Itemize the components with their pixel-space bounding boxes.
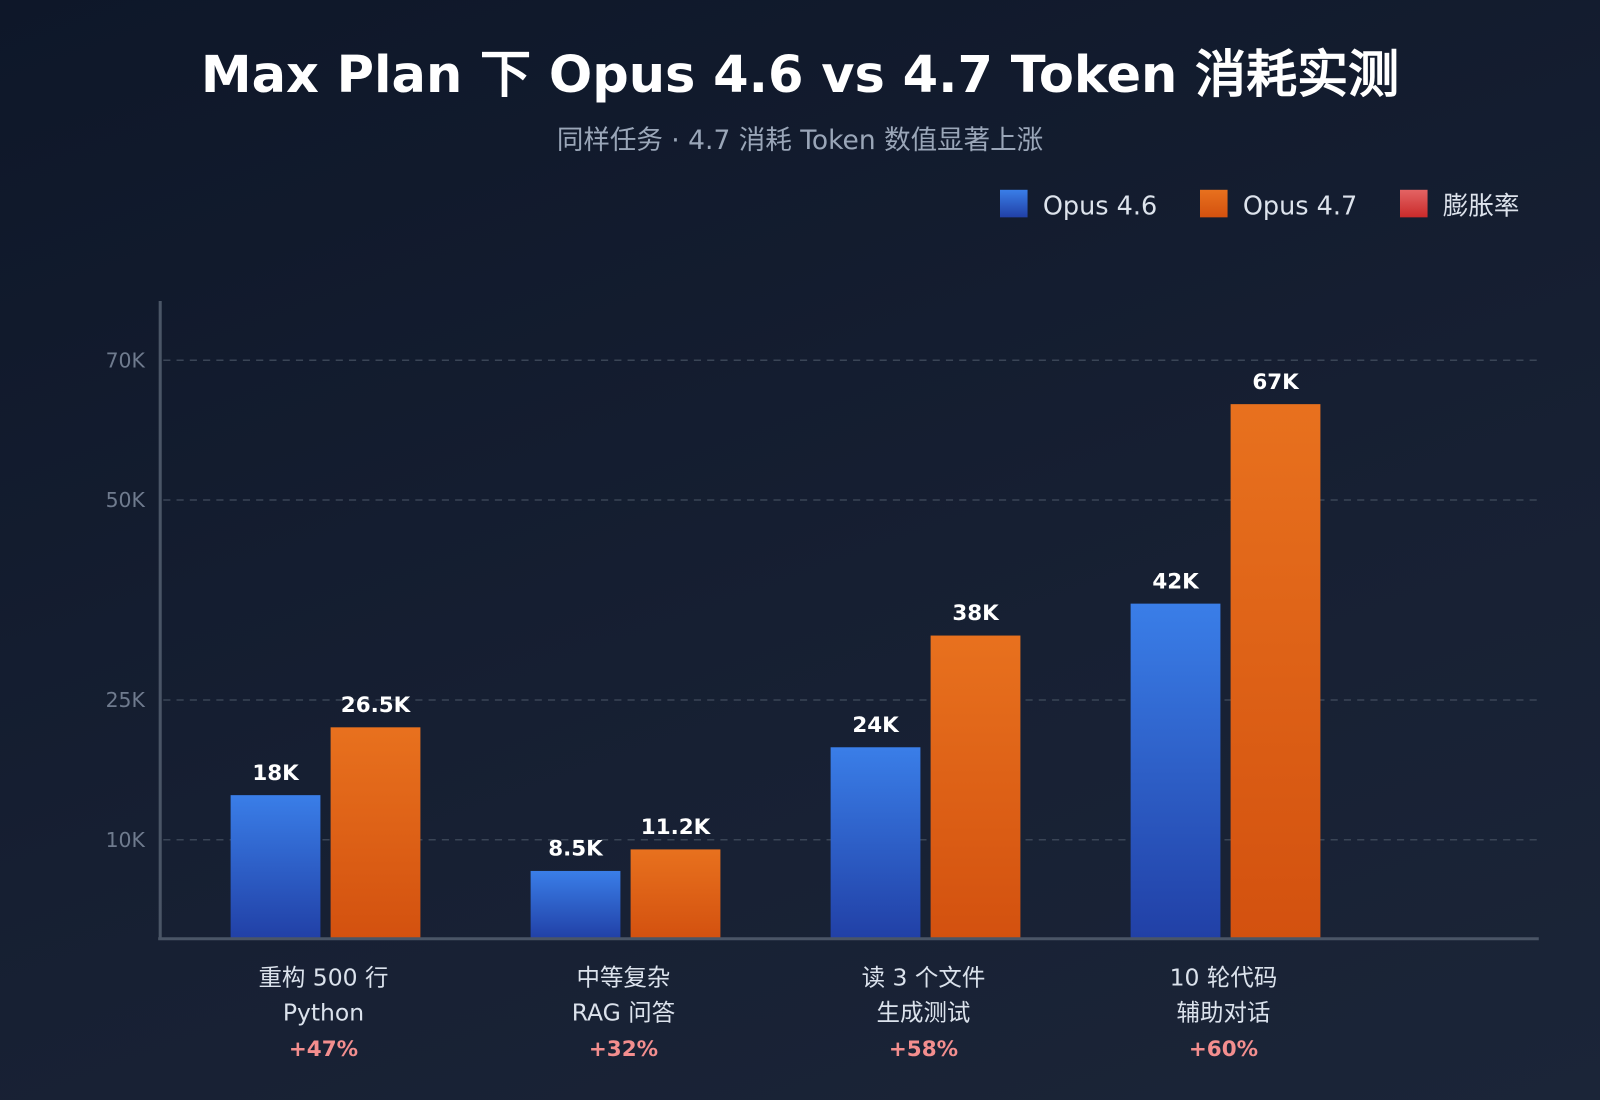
y-tick-label: 25K <box>106 688 146 712</box>
y-tick-label: 70K <box>106 348 146 372</box>
x-axis-categories: 重构 500 行 Python +47% 中等复杂 RAG 问答 +32% 读 3 个文件生… <box>258 964 1277 1062</box>
x-category-label: 10 轮代码 <box>1170 964 1278 992</box>
chart-subtitle: 同样任务 · 4.7 消耗 Token 数值显著上涨 <box>557 125 1043 156</box>
inflation-rate-label: +47% <box>289 1037 358 1062</box>
bar-opus-4-6 <box>530 870 621 939</box>
bar-value-label: 24K <box>852 713 900 738</box>
inflation-rate-label: +58% <box>889 1037 958 1062</box>
legend-label-inflation: 膨胀率 <box>1443 191 1520 221</box>
legend-swatch-inflation <box>1400 189 1428 218</box>
x-category-label: 读 3 个文件 <box>862 964 986 992</box>
bar-value-label: 26.5K <box>341 693 412 718</box>
bar-opus-4-7 <box>930 635 1021 939</box>
bar-opus-4-7 <box>630 849 721 939</box>
y-axis-ticks: 10K 25K 50K 70K <box>106 348 146 852</box>
legend-swatch-opus-4-7 <box>1200 189 1228 218</box>
bar-value-label: 38K <box>952 601 1000 626</box>
x-category-label: 辅助对话 <box>1177 998 1271 1026</box>
x-category-label: Python <box>283 998 364 1026</box>
x-category-label: 生成测试 <box>877 998 971 1026</box>
x-category-label: 重构 500 行 <box>258 964 388 992</box>
bar-value-label: 18K <box>252 761 300 786</box>
y-tick-label: 10K <box>106 828 146 852</box>
bars: 18K 26.5K 8.5K 11.2K 24K 38K 42K 67K <box>230 370 1321 939</box>
x-category-label: 中等复杂 <box>577 964 671 992</box>
bar-opus-4-6 <box>1130 603 1221 939</box>
bar-opus-4-6 <box>230 795 321 939</box>
bar-value-label: 8.5K <box>548 837 604 862</box>
bar-value-label: 67K <box>1252 370 1300 395</box>
bar-opus-4-6 <box>830 747 921 939</box>
inflation-rate-label: +60% <box>1189 1037 1258 1062</box>
legend: Opus 4.6 Opus 4.7 膨胀率 <box>1000 189 1520 221</box>
bar-opus-4-7 <box>330 727 421 939</box>
bar-opus-4-7 <box>1230 404 1321 939</box>
chart-title: Max Plan 下 Opus 4.6 vs 4.7 Token 消耗实测 <box>201 46 1399 105</box>
legend-swatch-opus-4-6 <box>1000 189 1028 218</box>
x-category-label: RAG 问答 <box>572 998 676 1026</box>
y-tick-label: 50K <box>106 488 146 512</box>
inflation-rate-label: +32% <box>589 1037 658 1062</box>
legend-label-opus-4-7: Opus 4.7 <box>1243 191 1357 221</box>
bar-value-label: 42K <box>1152 569 1200 594</box>
legend-label-opus-4-6: Opus 4.6 <box>1043 191 1157 221</box>
bar-value-label: 11.2K <box>641 815 712 840</box>
